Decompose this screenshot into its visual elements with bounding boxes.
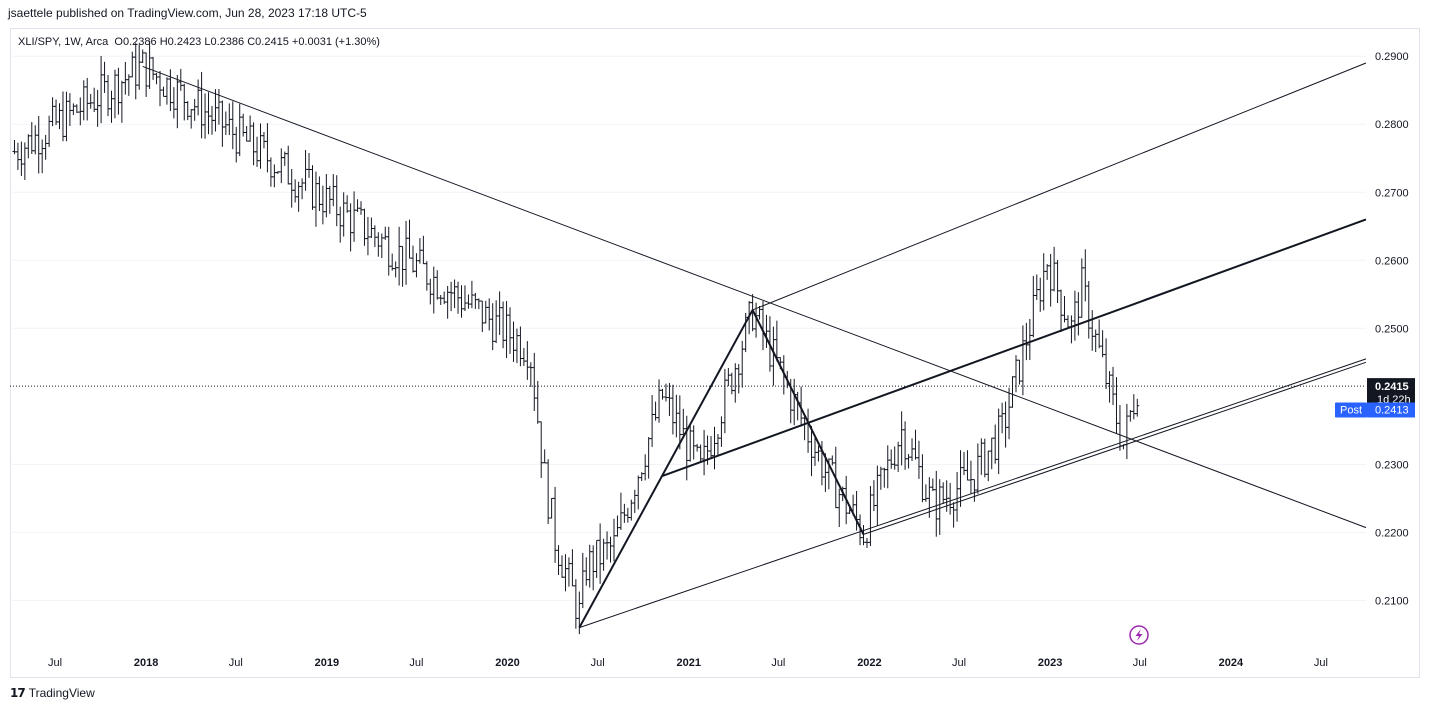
open-value: 0.2386: [122, 36, 157, 48]
trend-lines[interactable]: [142, 62, 1367, 629]
price-tick-label: 0.2500: [1375, 323, 1409, 335]
symbol-name: XLI/SPY, 1W, Arca: [18, 36, 109, 48]
price-axis[interactable]: 0.2900 0.2800 0.2700 0.2600 0.2500 0.2300 0.22…: [1375, 51, 1409, 607]
trend-line[interactable]: [863, 361, 1367, 535]
trend-line[interactable]: [662, 218, 1367, 477]
time-tick-label: Jul: [1133, 657, 1147, 669]
price-tick-label: 0.2300: [1375, 459, 1409, 471]
time-tick-label: 2020: [495, 657, 519, 669]
symbol-legend[interactable]: XLI/SPY, 1W, Arca O0.2386 H0.2423 L0.238…: [18, 36, 380, 48]
time-tick-label: 2018: [134, 657, 158, 669]
price-tick-label: 0.2600: [1375, 255, 1409, 267]
ohlc-bars: [12, 40, 1140, 635]
last-price-badge-value: 0.2415: [1375, 381, 1409, 393]
published-line: jsaettele published on TradingView.com, …: [8, 6, 367, 20]
time-tick-label: Jul: [229, 657, 243, 669]
price-tick-label: 0.2900: [1375, 51, 1409, 63]
trend-line[interactable]: [579, 358, 1367, 629]
time-tick-label: 2021: [677, 657, 701, 669]
post-market-label: Post: [1340, 404, 1362, 416]
time-tick-label: Jul: [409, 657, 423, 669]
trend-line[interactable]: [752, 62, 1367, 311]
high-label: H: [159, 36, 168, 48]
time-axis[interactable]: Jul 2018 Jul 2019 Jul 2020 Jul 2021 Jul 2022 Jul 20…: [48, 657, 1328, 669]
high-value: 0.2423: [167, 36, 202, 48]
time-tick-label: Jul: [771, 657, 785, 669]
trend-line[interactable]: [751, 309, 865, 535]
time-tick-label: Jul: [591, 657, 605, 669]
price-tick-label: 0.2100: [1375, 595, 1409, 607]
trend-line[interactable]: [142, 65, 1367, 529]
price-tick-label: 0.2800: [1375, 119, 1409, 131]
open-label: O: [114, 36, 123, 48]
low-value: 0.2386: [210, 36, 245, 48]
time-tick-label: 2024: [1219, 657, 1244, 669]
price-tick-label: 0.2700: [1375, 187, 1409, 199]
time-tick-label: 2023: [1038, 657, 1062, 669]
tradingview-logo-icon: 𝟭𝟳: [10, 686, 26, 700]
price-tick-label: 0.2200: [1375, 527, 1409, 539]
close-value: 0.2415: [255, 36, 289, 48]
brand-name: TradingView: [28, 686, 95, 700]
change-value: +0.0031 (+1.30%): [291, 36, 380, 48]
post-market-tag: [1335, 402, 1367, 418]
post-price-value: 0.2413: [1375, 404, 1409, 416]
time-tick-label: Jul: [952, 657, 966, 669]
time-tick-label: Jul: [1314, 657, 1328, 669]
grid-lines: [10, 55, 1366, 601]
close-label: C: [247, 36, 256, 48]
tradingview-brand[interactable]: 𝟭𝟳 TradingView: [10, 686, 95, 700]
lightning-icon[interactable]: [1129, 625, 1149, 645]
time-tick-label: 2022: [857, 657, 881, 669]
time-tick-label: 2019: [315, 657, 339, 669]
post-price-badge: [1367, 402, 1415, 418]
chart-frame[interactable]: [10, 28, 1420, 678]
trend-line[interactable]: [578, 309, 754, 629]
last-price-badge: [1367, 378, 1415, 407]
time-tick-label: Jul: [48, 657, 62, 669]
low-label: L: [204, 36, 211, 48]
price-badges: 0.2415 1d 22h Post 0.2413: [1335, 378, 1415, 418]
